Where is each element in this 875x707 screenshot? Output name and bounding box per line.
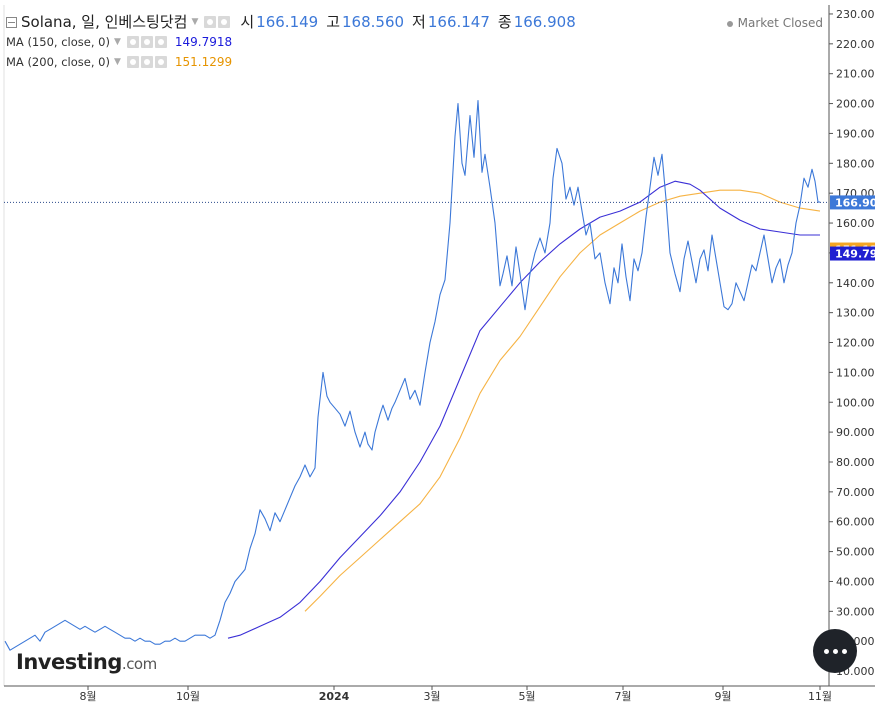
y-tick-label: 40.000 bbox=[836, 575, 875, 588]
eye-icon[interactable] bbox=[126, 36, 139, 48]
low-label: 저 bbox=[412, 13, 426, 31]
last-price-tag-text: 166.908 bbox=[835, 196, 875, 209]
last-price-tag-bg bbox=[830, 195, 875, 210]
chevron-down-icon[interactable]: ▼ bbox=[191, 17, 199, 27]
x-tick-label: 11월 bbox=[808, 690, 832, 703]
legend-ma150-row: MA (150, close, 0) ▼ 149.7918 bbox=[6, 32, 576, 52]
ma200-value: 151.1299 bbox=[174, 55, 233, 69]
x-tick-label: 7월 bbox=[614, 690, 631, 703]
y-tick-label: 220.000 bbox=[836, 38, 875, 51]
ma200-title[interactable]: MA (200, close, 0) bbox=[6, 55, 110, 69]
y-tick-label: 50.000 bbox=[836, 546, 875, 559]
status-dot-icon bbox=[726, 20, 733, 27]
ma150-series-line bbox=[227, 180, 820, 639]
chart-legend: Solana, 일, 인베스팅닷컴 ▼ 시 166.149 고 168.560 … bbox=[6, 12, 576, 72]
y-tick-label: 160.000 bbox=[836, 217, 875, 230]
x-tick-label: 9월 bbox=[714, 690, 731, 703]
market-status: Market Closed bbox=[726, 16, 823, 30]
collapse-legend-icon[interactable] bbox=[6, 16, 17, 28]
legend-main-row: Solana, 일, 인베스팅닷컴 ▼ 시 166.149 고 168.560 … bbox=[6, 12, 576, 32]
high-value: 168.560 bbox=[342, 13, 405, 31]
ma150-price-tag-bg bbox=[830, 246, 875, 261]
eye-icon[interactable] bbox=[126, 56, 139, 68]
chevron-down-icon[interactable]: ▼ bbox=[113, 37, 121, 47]
gear-icon[interactable] bbox=[140, 36, 153, 48]
close-label: 종 bbox=[497, 13, 512, 31]
y-tick-label: 130.000 bbox=[836, 307, 875, 320]
ma150-title[interactable]: MA (150, close, 0) bbox=[6, 35, 110, 49]
price-series-line bbox=[4, 100, 820, 651]
y-tick-label: 110.000 bbox=[836, 366, 875, 379]
high-label: 고 bbox=[326, 13, 341, 31]
y-tick-label: 190.000 bbox=[836, 127, 875, 140]
low-value: 166.147 bbox=[427, 13, 490, 31]
x-tick-label: 2024 bbox=[319, 690, 350, 703]
ma150-price-tag-text: 149.792 bbox=[835, 248, 875, 261]
more-dot-icon bbox=[841, 648, 847, 654]
x-tick-label: 8월 bbox=[79, 690, 96, 703]
open-label: 시 bbox=[240, 13, 255, 31]
symbol-title[interactable]: Solana, 일, 인베스팅닷컴 bbox=[21, 13, 188, 31]
y-tick-label: 60.000 bbox=[836, 516, 875, 529]
more-options-button[interactable] bbox=[813, 629, 857, 673]
legend-ma200-row: MA (200, close, 0) ▼ 151.1299 bbox=[6, 52, 576, 72]
x-tick-label: 5월 bbox=[518, 690, 535, 703]
y-tick-label: 200.000 bbox=[836, 98, 875, 111]
more-dot-icon bbox=[832, 648, 838, 654]
y-tick-label: 140.000 bbox=[836, 277, 875, 290]
ma200-series-line bbox=[304, 189, 821, 612]
y-tick-label: 210.000 bbox=[836, 68, 875, 81]
close-value: 166.908 bbox=[513, 13, 576, 31]
market-status-text: Market Closed bbox=[737, 16, 823, 30]
gear-icon[interactable] bbox=[140, 56, 153, 68]
y-tick-label: 100.000 bbox=[836, 396, 875, 409]
y-tick-label: 180.000 bbox=[836, 157, 875, 170]
logo-suffix: .com bbox=[121, 655, 157, 673]
y-tick-label: 120.000 bbox=[836, 337, 875, 350]
y-tick-label: 80.000 bbox=[836, 456, 875, 469]
close-icon[interactable] bbox=[154, 36, 167, 48]
open-value: 166.149 bbox=[256, 13, 319, 31]
chevron-down-icon[interactable]: ▼ bbox=[113, 57, 121, 67]
eye-icon[interactable] bbox=[204, 16, 217, 28]
ma150-value: 149.7918 bbox=[174, 35, 233, 49]
close-icon[interactable] bbox=[154, 56, 167, 68]
logo-name: Investing bbox=[16, 650, 122, 674]
x-tick-label: 10월 bbox=[176, 690, 200, 703]
y-tick-label: 90.000 bbox=[836, 426, 875, 439]
y-tick-label: 230.000 bbox=[836, 8, 875, 21]
y-tick-label: 70.000 bbox=[836, 486, 875, 499]
x-tick-label: 3월 bbox=[423, 690, 440, 703]
gear-icon[interactable] bbox=[218, 16, 231, 28]
investing-logo: Investing.com bbox=[16, 650, 157, 674]
more-dot-icon bbox=[823, 648, 829, 654]
y-tick-label: 30.000 bbox=[836, 605, 875, 618]
